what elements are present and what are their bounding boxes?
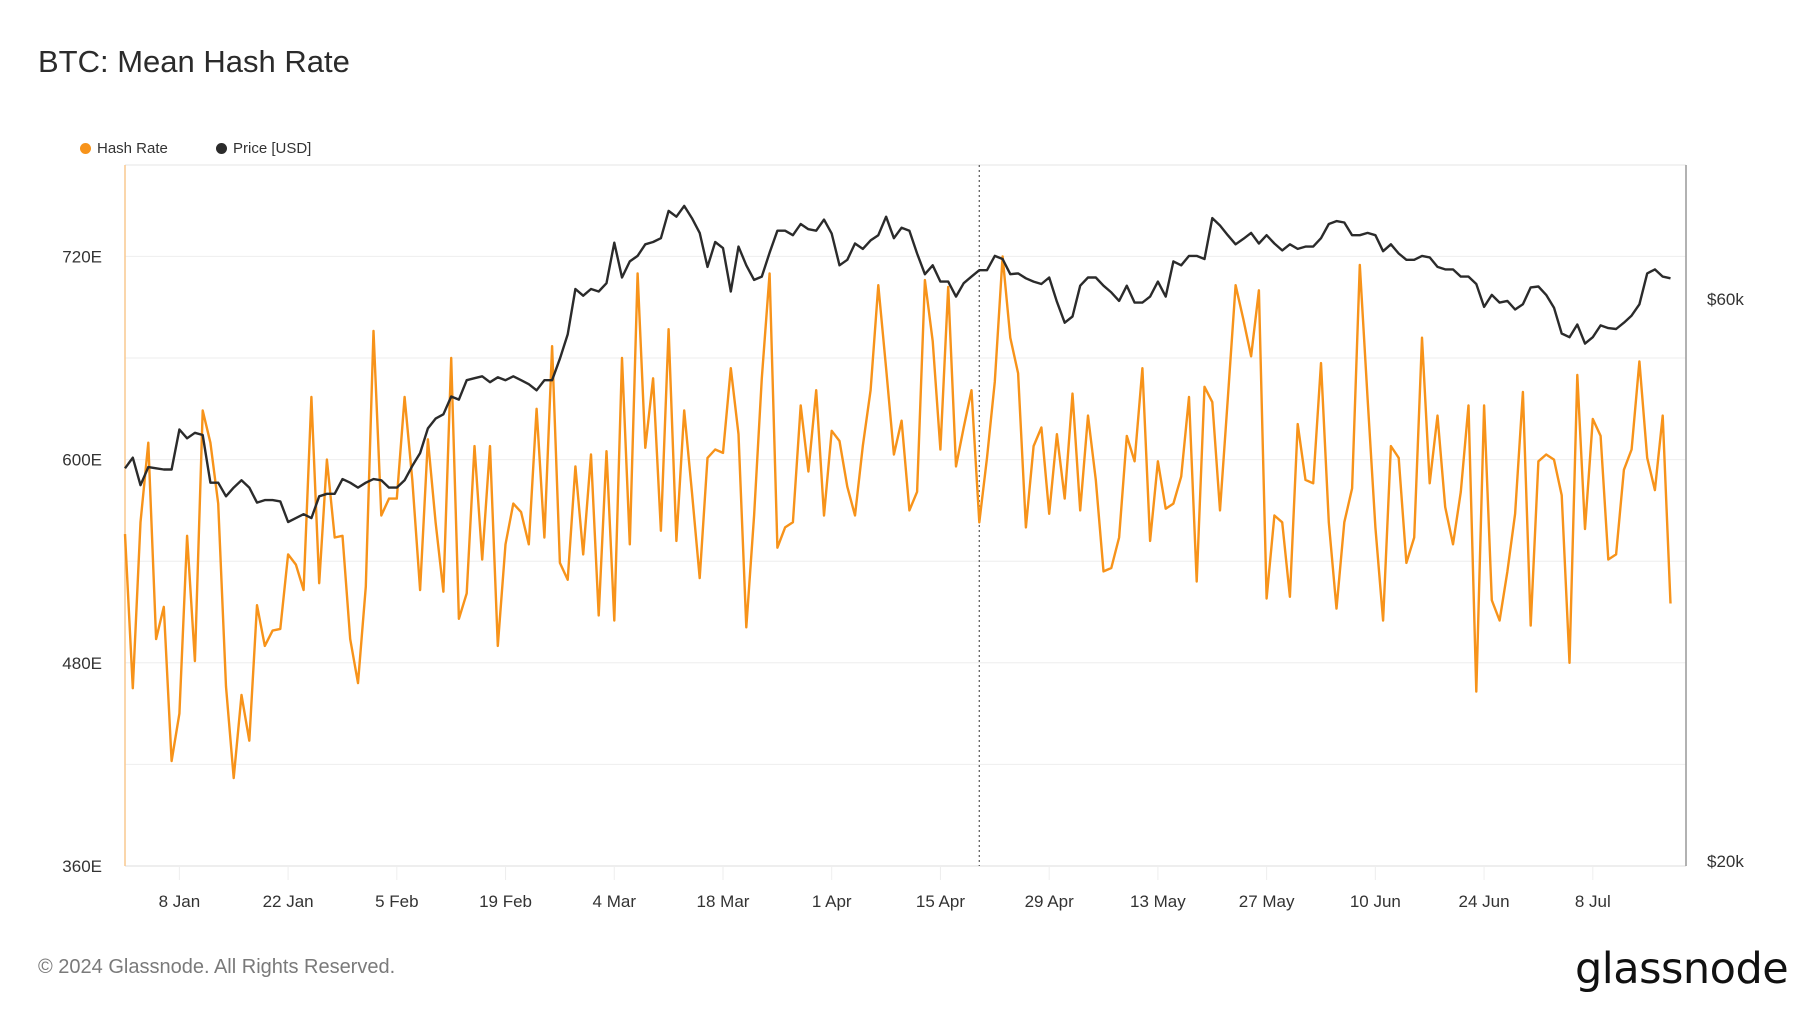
glassnode-logo: glassnode xyxy=(1575,944,1789,994)
x-tick-label: 24 Jun xyxy=(1459,892,1510,911)
x-tick-label: 29 Apr xyxy=(1025,892,1074,911)
x-tick-label: 13 May xyxy=(1130,892,1186,911)
legend-item-price[interactable]: Price [USD] xyxy=(216,140,311,157)
legend-label: Hash Rate xyxy=(97,140,168,157)
copyright-footer: © 2024 Glassnode. All Rights Reserved. xyxy=(38,956,396,978)
x-tick-label: 18 Mar xyxy=(697,892,750,911)
x-tick-label: 8 Jan xyxy=(159,892,201,911)
y-left-tick-label: 720E xyxy=(62,247,102,266)
x-tick-label: 1 Apr xyxy=(812,892,852,911)
legend-label: Price [USD] xyxy=(233,140,312,157)
x-tick-label: 10 Jun xyxy=(1350,892,1401,911)
hash-rate-legend-dot-icon xyxy=(80,143,91,154)
price-legend-dot-icon xyxy=(216,143,227,154)
legend-item-hash-rate[interactable]: Hash Rate xyxy=(80,140,168,157)
x-tick-label: 27 May xyxy=(1239,892,1295,911)
x-tick-label: 5 Feb xyxy=(375,892,418,911)
price-line xyxy=(124,204,1671,524)
x-tick-label: 15 Apr xyxy=(916,892,965,911)
x-tick-label: 8 Jul xyxy=(1575,892,1611,911)
y-right-tick-label: $60k xyxy=(1707,290,1744,309)
y-right-tick-label: $20k xyxy=(1707,852,1744,871)
y-left-tick-label: 480E xyxy=(62,654,102,673)
x-tick-label: 19 Feb xyxy=(479,892,532,911)
chart-title: BTC: Mean Hash Rate xyxy=(38,44,350,79)
y-left-tick-label: 600E xyxy=(62,451,102,470)
x-tick-label: 22 Jan xyxy=(263,892,314,911)
y-left-tick-label: 360E xyxy=(62,857,102,876)
hash-rate-line xyxy=(123,255,1672,780)
x-tick-label: 4 Mar xyxy=(593,892,637,911)
